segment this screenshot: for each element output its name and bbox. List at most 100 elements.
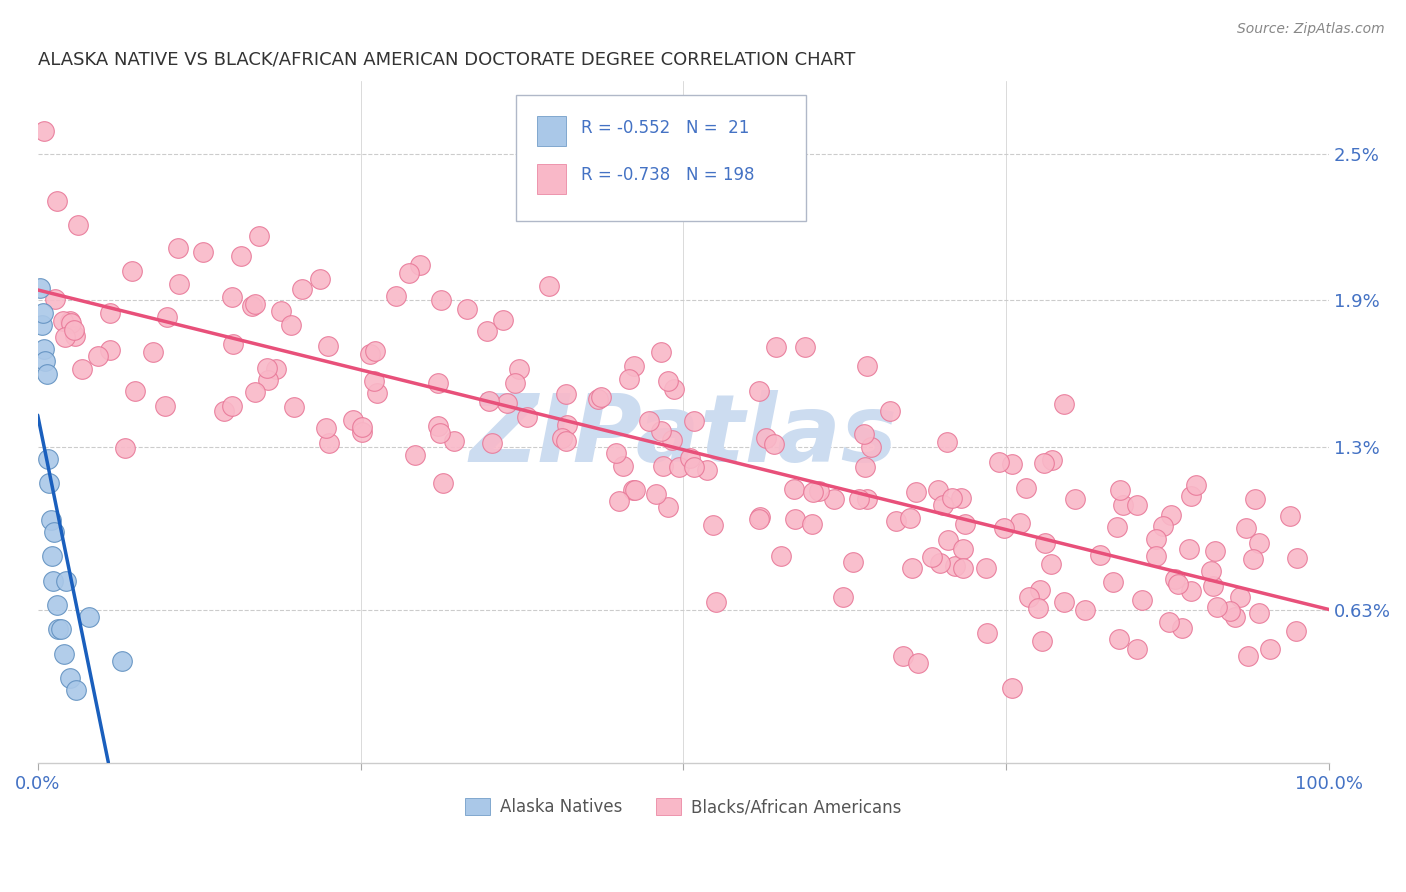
Point: [682, 414, 704, 428]
Point: [652, 458, 675, 473]
Point: [1109, 483, 1132, 497]
Point: [886, 515, 908, 529]
Point: [1171, 621, 1194, 635]
Point: [1126, 641, 1149, 656]
Point: [945, 559, 967, 574]
Point: [621, 483, 644, 498]
Point: [682, 460, 704, 475]
Point: [1033, 536, 1056, 550]
FancyBboxPatch shape: [537, 163, 565, 194]
Point: [492, 313, 515, 327]
Point: [264, 362, 287, 376]
Point: [1040, 452, 1063, 467]
Point: [657, 500, 679, 514]
Point: [928, 557, 950, 571]
Point: [169, 277, 191, 291]
Point: [555, 418, 578, 433]
Point: [1112, 499, 1135, 513]
Point: [1039, 557, 1062, 571]
Point: [1241, 551, 1264, 566]
Point: [702, 518, 724, 533]
Point: [1001, 681, 1024, 695]
Point: [638, 414, 661, 428]
Point: [316, 339, 339, 353]
Point: [363, 343, 385, 358]
Point: [1247, 536, 1270, 550]
Point: [1018, 590, 1040, 604]
Point: [1108, 632, 1130, 646]
Point: [807, 484, 830, 499]
Point: [1278, 508, 1301, 523]
Point: [898, 510, 921, 524]
Point: [1229, 591, 1251, 605]
Point: [98, 343, 121, 358]
Point: [87, 349, 110, 363]
Point: [35, 367, 58, 381]
Point: [60, 316, 83, 330]
Point: [859, 440, 882, 454]
Point: [221, 400, 243, 414]
Point: [932, 498, 955, 512]
Point: [668, 459, 690, 474]
Point: [1008, 516, 1031, 531]
Point: [59, 671, 82, 685]
Point: [1185, 478, 1208, 492]
Point: [650, 345, 672, 359]
Point: [48, 622, 70, 636]
Point: [212, 403, 235, 417]
Point: [38, 476, 60, 491]
Point: [427, 418, 450, 433]
Point: [1286, 551, 1309, 566]
Point: [1206, 599, 1229, 614]
Point: [432, 475, 454, 490]
Point: [657, 374, 679, 388]
Point: [280, 318, 302, 332]
Point: [363, 374, 385, 388]
Point: [1177, 542, 1199, 557]
Point: [32, 124, 55, 138]
Point: [352, 425, 374, 440]
Point: [63, 329, 86, 343]
Point: [63, 323, 86, 337]
Point: [537, 279, 560, 293]
Point: [191, 244, 214, 259]
Point: [803, 485, 825, 500]
Point: [907, 656, 929, 670]
Point: [318, 436, 340, 450]
Point: [240, 299, 263, 313]
Point: [988, 455, 1011, 469]
Point: [1236, 649, 1258, 664]
Point: [645, 487, 668, 501]
Point: [974, 561, 997, 575]
Point: [1157, 615, 1180, 630]
Point: [1164, 572, 1187, 586]
Point: [901, 561, 924, 575]
Text: Source: ZipAtlas.com: Source: ZipAtlas.com: [1237, 22, 1385, 37]
Point: [404, 448, 426, 462]
Point: [79, 610, 101, 624]
Point: [478, 393, 501, 408]
Point: [1126, 498, 1149, 512]
Point: [1219, 603, 1241, 617]
Point: [1285, 624, 1308, 639]
Point: [1101, 574, 1123, 589]
Point: [1063, 491, 1085, 506]
Point: [1107, 520, 1129, 534]
Point: [783, 511, 806, 525]
Point: [609, 494, 631, 508]
Point: [1160, 508, 1182, 522]
Point: [1053, 397, 1076, 411]
Point: [623, 359, 645, 373]
Point: [481, 436, 503, 450]
Point: [1073, 603, 1095, 617]
Point: [430, 293, 453, 308]
Point: [1234, 521, 1257, 535]
Point: [1258, 641, 1281, 656]
Point: [41, 549, 63, 563]
Legend: Alaska Natives, Blacks/African Americans: Alaska Natives, Blacks/African Americans: [458, 791, 908, 823]
Point: [1152, 519, 1174, 533]
Point: [49, 622, 72, 636]
Point: [891, 649, 914, 664]
Point: [953, 517, 976, 532]
Point: [905, 485, 928, 500]
